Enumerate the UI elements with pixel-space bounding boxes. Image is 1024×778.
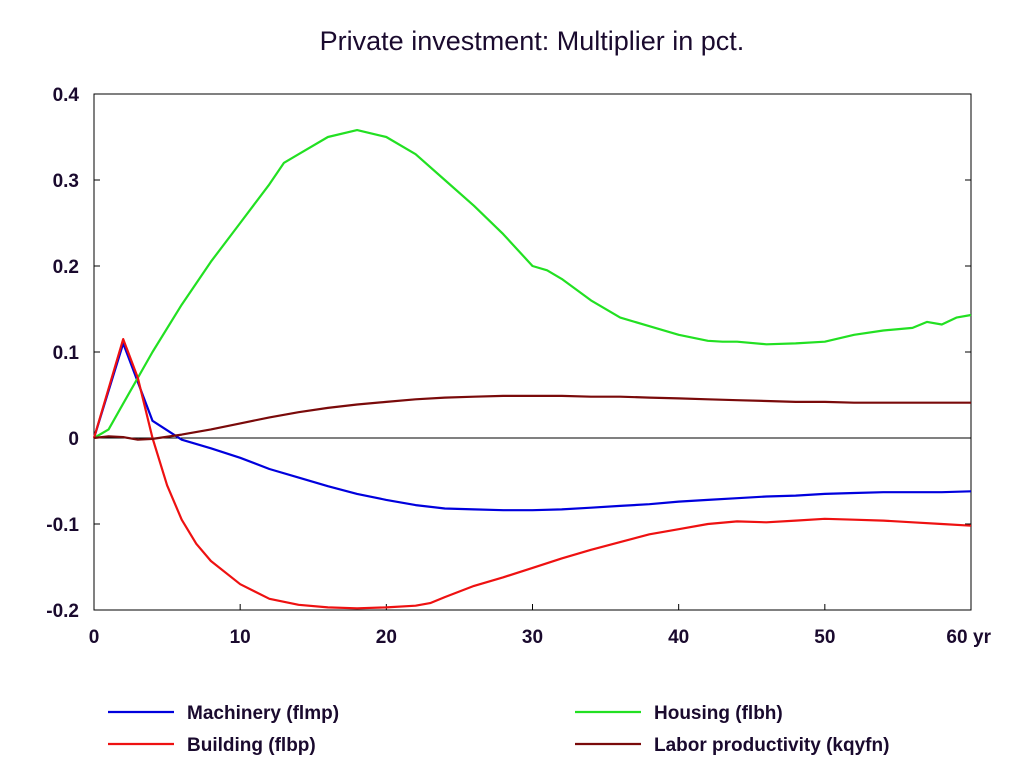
series-group [92,129,972,610]
legend-label: Building (flbp) [187,735,316,756]
y-tick-label: 0 [68,429,79,450]
series-line-3 [93,394,971,441]
x-tick-label: 20 [376,627,397,648]
legend-label: Labor productivity (kqyfn) [654,735,889,756]
series-line-2 [92,338,972,610]
x-tick-label: 30 [522,627,543,648]
y-tick-label: 0.4 [53,85,80,106]
x-unit-label: yr [973,627,992,648]
legend: Machinery (flmp) Housing (flbh) Building (… [108,703,889,756]
y-tick-label: -0.1 [46,515,79,536]
x-tick-label: 40 [668,627,689,648]
axis-ticks: 0.4 0.3 0.2 0.1 0 -0.1 -0.2 0 10 20 30 40 50 60 yr [46,85,991,648]
legend-label: Housing (flbh) [654,703,783,724]
plot-frame [93,93,972,611]
series-line-0 [92,342,972,512]
x-tick-label: 50 [814,627,835,648]
y-tick-label: 0.1 [53,343,80,364]
series-line-1 [93,129,972,439]
x-tick-label: 60 [946,627,967,648]
x-tick-label: 10 [230,627,251,648]
y-tick-label: -0.2 [46,601,79,622]
x-tick-label: 0 [89,627,100,648]
legend-label: Machinery (flmp) [187,703,339,724]
y-tick-label: 0.2 [53,257,79,278]
chart-title: Private investment: Multiplier in pct. [320,26,745,56]
y-tick-label: 0.3 [53,171,79,192]
